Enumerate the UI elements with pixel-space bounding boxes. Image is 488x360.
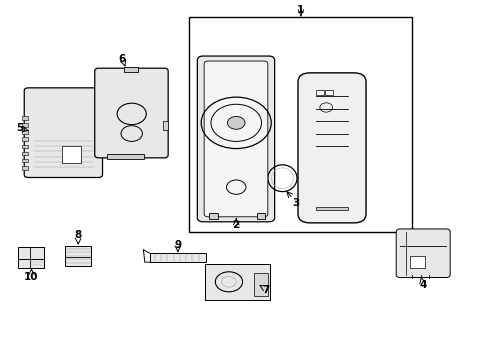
Bar [316,207,347,210]
FancyBboxPatch shape [24,88,102,177]
Bar [123,67,137,72]
Bar [254,273,267,296]
Bar [204,264,270,300]
Bar [62,146,81,163]
Bar [163,121,168,130]
Text: 6: 6 [118,54,125,64]
Bar [209,213,218,219]
Bar [22,145,28,148]
Bar [64,246,91,266]
Text: 8: 8 [75,230,81,240]
Bar [22,138,28,141]
Text: 9: 9 [174,240,181,250]
Bar [256,213,265,219]
Bar [188,18,411,232]
Text: 2: 2 [232,220,240,230]
FancyBboxPatch shape [297,73,366,223]
Bar [409,256,425,267]
FancyBboxPatch shape [197,56,274,222]
Text: 1: 1 [297,5,304,15]
Bar [22,116,28,120]
Bar [22,130,28,134]
Bar [22,159,28,162]
Text: 4: 4 [419,280,426,291]
FancyBboxPatch shape [203,61,267,217]
Bar [22,152,28,156]
Bar [22,123,28,127]
FancyBboxPatch shape [395,229,449,278]
Text: 10: 10 [24,272,39,282]
Bar [22,166,28,170]
Circle shape [227,116,244,129]
Bar [316,90,323,95]
Bar [107,154,143,159]
Bar [149,253,205,262]
Text: 3: 3 [291,198,299,208]
Bar [325,90,332,95]
Text: 7: 7 [262,285,269,295]
Bar [19,247,43,267]
FancyBboxPatch shape [95,68,168,158]
Text: 5: 5 [16,123,23,133]
